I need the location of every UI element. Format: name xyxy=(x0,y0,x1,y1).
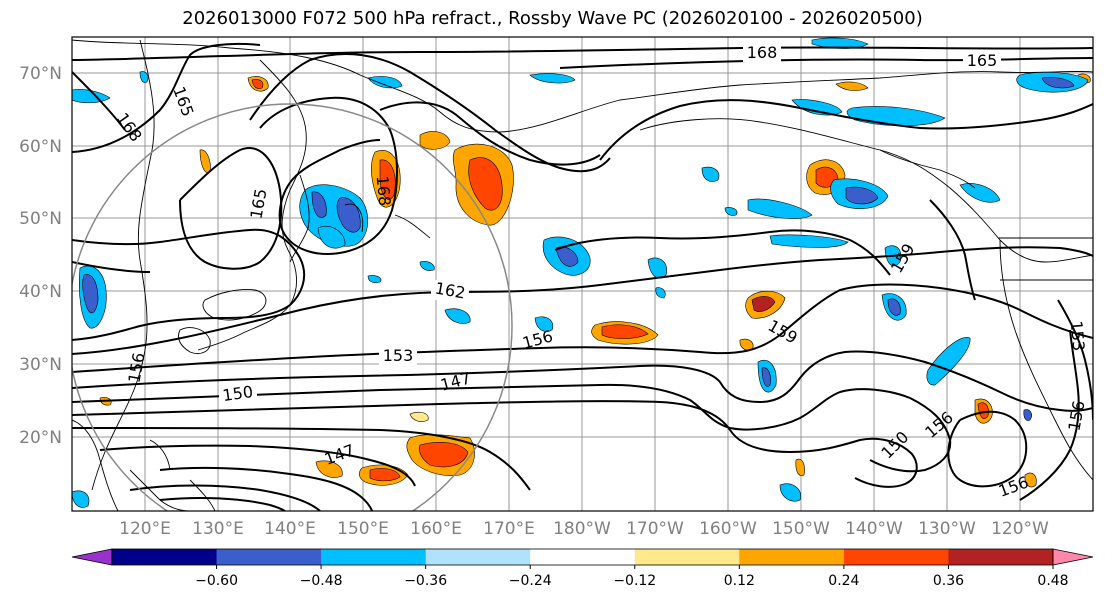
coastlines xyxy=(72,39,1093,511)
colorbar-tick-label: 0.36 xyxy=(933,573,964,589)
colorbar-segment xyxy=(530,549,636,565)
colorbar-tick-label: 0.24 xyxy=(828,573,859,589)
lat-label: 70°N xyxy=(19,64,62,84)
map-frame xyxy=(71,36,1094,512)
reference-circle xyxy=(72,103,513,511)
lon-label: 150°E xyxy=(337,519,389,539)
lat-label: 60°N xyxy=(19,137,62,157)
lon-label: 130°E xyxy=(192,519,244,539)
colorbar-segment xyxy=(843,549,949,565)
colorbar-extend-high xyxy=(1052,548,1094,566)
colorbar-tick-label: 0.12 xyxy=(724,573,755,589)
contour-label: 153 xyxy=(1067,320,1089,352)
colorbar-tick-label: 0.48 xyxy=(1037,573,1068,589)
colorbar-extend-low xyxy=(71,548,113,566)
lon-label: 130°W xyxy=(918,519,976,539)
colorbar-segment xyxy=(634,549,740,565)
contour-label: 153 xyxy=(383,346,414,365)
colorbar-segment xyxy=(425,549,531,565)
colorbar-outline xyxy=(111,548,1054,566)
lon-label: 160°W xyxy=(699,519,757,539)
contour-lines xyxy=(72,42,1093,511)
lon-label: 140°E xyxy=(264,519,316,539)
colorbar: −0.60 −0.48 −0.36 −0.24 −0.12 0.12 0.24 0.36 0.4… xyxy=(71,548,1094,589)
lat-label: 50°N xyxy=(19,209,62,229)
anomaly-shading xyxy=(72,37,1091,508)
lat-label: 40°N xyxy=(19,282,62,302)
contour-label: 168 xyxy=(747,43,778,62)
contour-label: 150 xyxy=(221,382,254,405)
lon-label: 170°W xyxy=(626,519,684,539)
lat-label: 30°N xyxy=(19,355,62,375)
lon-label: 170°E xyxy=(483,519,535,539)
lon-label: 180°W xyxy=(553,519,611,539)
map-title: 2026013000 F072 500 hPa refract., Rossby… xyxy=(182,8,923,29)
lon-label: 140°W xyxy=(845,519,903,539)
colorbar-tick-label: −0.36 xyxy=(404,573,447,589)
contour-label: 165 xyxy=(967,51,998,70)
lon-label: 150°W xyxy=(772,519,830,539)
lat-label: 20°N xyxy=(19,428,62,448)
lon-label: 160°E xyxy=(410,519,462,539)
colorbar-segment xyxy=(112,549,218,565)
colorbar-segment xyxy=(948,549,1054,565)
longitude-labels: 120°E 130°E 140°E 150°E 160°E 170°E 180°… xyxy=(119,519,1049,539)
colorbar-segment xyxy=(739,549,845,565)
colorbar-tick-label: −0.60 xyxy=(195,573,238,589)
colorbar-tick-label: −0.12 xyxy=(613,573,656,589)
lon-label: 120°W xyxy=(991,519,1049,539)
contour-label: 168 xyxy=(373,175,395,207)
latitude-labels: 70°N 60°N 50°N 40°N 30°N 20°N xyxy=(19,64,62,448)
lon-label: 120°E xyxy=(119,519,171,539)
colorbar-tick-label: −0.24 xyxy=(509,573,552,589)
colorbar-tick-label: −0.48 xyxy=(300,573,343,589)
colorbar-segment xyxy=(321,549,427,565)
colorbar-segment xyxy=(216,549,322,565)
